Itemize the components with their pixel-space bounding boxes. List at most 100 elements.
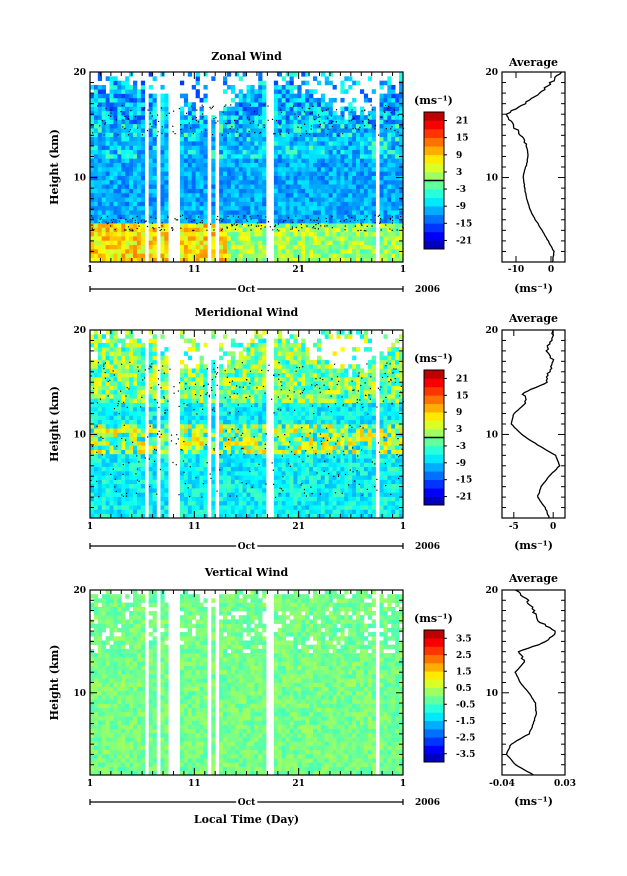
heatmap-cell (152, 154, 157, 159)
heatmap-cell (211, 453, 216, 459)
heatmap-cell (336, 123, 341, 129)
heatmap-cell (97, 479, 103, 485)
heatmap-cell (277, 244, 283, 250)
heatmap-cell (164, 509, 169, 515)
heatmap-cell (242, 141, 247, 146)
heatmap-cell (219, 424, 224, 429)
heatmap-cell (226, 359, 232, 365)
contour-dot (371, 225, 373, 227)
contour-dot (166, 114, 168, 117)
heatmap-cell (238, 149, 243, 155)
heatmap-cell (101, 97, 106, 103)
heatmap-cell (101, 154, 106, 159)
heatmap-cell (109, 149, 114, 155)
heatmap-cell (226, 368, 232, 374)
heatmap-cell (109, 415, 114, 421)
heatmap-cell (133, 110, 138, 116)
heatmap-cell (129, 372, 134, 378)
heatmap-cell (395, 197, 400, 202)
heatmap-cell (101, 381, 106, 386)
heatmap-cell (148, 244, 153, 250)
heatmap-cell (203, 141, 208, 146)
heatmap-cell (262, 240, 267, 246)
heatmap-cell (324, 102, 329, 107)
heatmap-cell (140, 167, 146, 172)
heatmap-cell (313, 201, 318, 207)
heatmap-cell (226, 175, 232, 181)
heatmap-cell (164, 428, 169, 433)
contour-dot (327, 128, 329, 130)
heatmap-cell (113, 436, 118, 442)
heatmap-cell (93, 488, 99, 493)
heatmap-cell (230, 509, 236, 515)
heatmap-cell (399, 123, 404, 129)
heatmap-cell (195, 406, 200, 412)
heatmap-cell (320, 149, 326, 155)
heatmap-cell (199, 411, 204, 416)
heatmap-cell (305, 179, 310, 185)
heatmap-cell (160, 175, 165, 181)
contour-dot (295, 226, 297, 229)
heatmap-cell (160, 192, 165, 198)
heatmap-cell (293, 93, 298, 99)
heatmap-cell (109, 167, 114, 172)
heatmap-cell (105, 197, 110, 202)
heatmap-cell (125, 330, 130, 335)
heatmap-cell (391, 84, 396, 90)
heatmap-cell (387, 106, 392, 112)
heatmap-cell (187, 218, 193, 224)
heatmap-cell (136, 398, 142, 403)
heatmap-cell (223, 377, 228, 382)
heatmap-cell (211, 223, 216, 228)
heatmap-cell (183, 424, 189, 429)
heatmap-cell (219, 192, 224, 198)
heatmap-cell (246, 123, 251, 129)
heatmap-cell (121, 381, 126, 386)
heatmap-cell (191, 249, 196, 254)
heatmap-cell (230, 436, 236, 442)
heatmap-cell (183, 505, 189, 510)
heatmap-cell (93, 223, 99, 228)
heatmap-cell (101, 128, 106, 133)
heatmap-cell (246, 110, 251, 116)
heatmap-cell (226, 167, 232, 172)
heatmap-cell (109, 145, 114, 151)
contour-dot (370, 219, 372, 221)
heatmap-cell (121, 424, 126, 429)
heatmap-cell (285, 210, 290, 215)
heatmap-cell (238, 141, 243, 146)
heatmap-cell (289, 136, 294, 142)
heatmap-cell (195, 419, 200, 425)
heatmap-cell (97, 424, 103, 429)
heatmap-cell (203, 132, 208, 138)
heatmap-cell (344, 192, 349, 198)
heatmap-cell (93, 479, 99, 485)
heatmap-cell (160, 488, 165, 493)
heatmap-cell (242, 488, 247, 493)
heatmap-cell (125, 205, 130, 211)
heatmap-cell (129, 188, 134, 194)
heatmap-cell (164, 466, 169, 472)
heatmap-cell (273, 141, 279, 146)
heatmap-cell (97, 355, 103, 361)
heatmap-cell (133, 115, 138, 120)
heatmap-cell (328, 115, 333, 120)
heatmap-cell (320, 132, 326, 138)
heatmap-cell (90, 394, 95, 399)
heatmap-cell (179, 244, 185, 250)
heatmap-cell (348, 102, 353, 107)
heatmap-cell (164, 179, 169, 185)
heatmap-cell (371, 106, 376, 112)
heatmap-cell (395, 106, 400, 112)
heatmap-cell (219, 377, 224, 382)
heatmap-cell (121, 236, 126, 241)
heatmap-cell (113, 411, 118, 416)
heatmap-cell (140, 509, 146, 515)
heatmap-cell (226, 509, 232, 515)
heatmap-cell (226, 119, 232, 125)
heatmap-cell (320, 184, 326, 189)
heatmap-cell (199, 119, 204, 125)
heatmap-cell (226, 205, 232, 211)
heatmap-cell (160, 162, 165, 168)
heatmap-cell (363, 223, 369, 228)
